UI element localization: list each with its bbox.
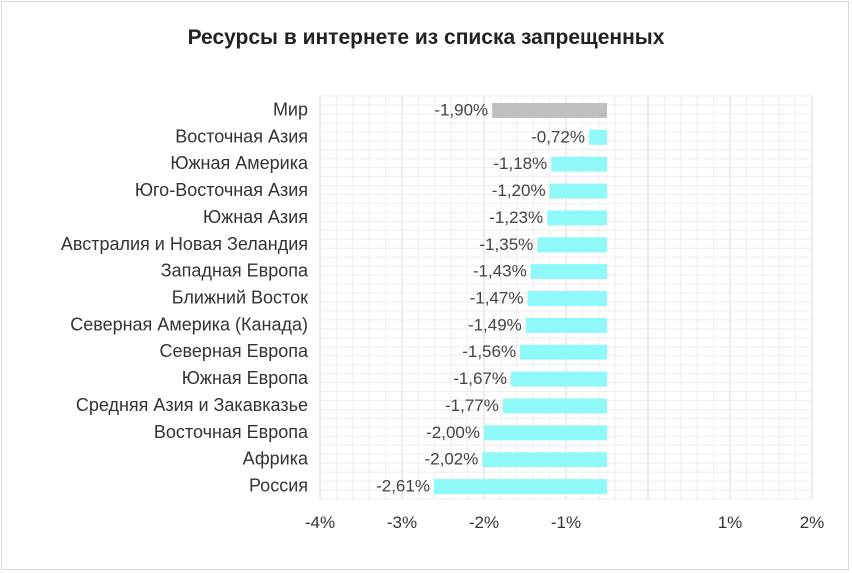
category-label: Юго-Восточная Азия: [135, 180, 308, 200]
category-label: Средняя Азия и Закавказье: [76, 395, 308, 415]
category-label: Россия: [249, 476, 308, 496]
category-label: Южная Америка: [170, 153, 309, 173]
x-tick-label: 1%: [718, 513, 743, 532]
x-tick-label: -3%: [387, 513, 417, 532]
category-label: Северная Америка (Канада): [70, 314, 308, 334]
category-label: Африка: [243, 449, 309, 469]
x-axis-ticks: -4% -3% -2% -1% 1% 2%: [305, 513, 824, 532]
bar: [525, 317, 607, 333]
bar: [547, 210, 607, 226]
bar: [588, 129, 607, 145]
category-label: Восточная Европа: [154, 422, 309, 442]
bar: [502, 398, 607, 414]
bar: [484, 425, 607, 441]
x-tick-label: 2%: [800, 513, 825, 532]
data-label: -2,02%: [424, 450, 478, 469]
data-label: -1,90%: [434, 100, 488, 119]
data-label: -1,67%: [453, 369, 507, 388]
bar: [551, 156, 607, 172]
bars-group: [433, 102, 607, 495]
data-label: -1,18%: [493, 154, 547, 173]
x-tick-label: -2%: [469, 513, 499, 532]
category-label: Ближний Восток: [172, 288, 308, 308]
x-tick-label: -4%: [305, 513, 335, 532]
category-label: Восточная Азия: [175, 126, 308, 146]
category-label: Южная Азия: [203, 207, 308, 227]
data-labels: -1,90% -0,72% -1,18% -1,20% -1,23% -1,35% -1,4…: [376, 100, 585, 495]
category-label: Мир: [273, 99, 308, 119]
bar: [520, 344, 607, 360]
data-label: -1,23%: [489, 208, 543, 227]
data-label: -1,47%: [470, 289, 524, 308]
category-label: Северная Европа: [160, 341, 309, 361]
category-labels: Мир Восточная Азия Южная Америка Юго-Восточ…: [61, 99, 309, 495]
category-label: Западная Европа: [161, 261, 309, 281]
data-label: -1,20%: [492, 181, 546, 200]
bar: [530, 264, 607, 280]
data-label: -1,56%: [462, 342, 516, 361]
data-label: -1,77%: [445, 396, 499, 415]
bar: [537, 237, 607, 253]
bar: [433, 479, 607, 495]
bar: [492, 102, 607, 118]
category-label: Австралия и Новая Зеландия: [61, 234, 308, 254]
bar: [482, 452, 607, 468]
bar: [549, 183, 607, 199]
bar: [527, 291, 607, 306]
chart-title: Ресурсы в интернете из списка запрещенны…: [187, 26, 665, 49]
data-label: -2,00%: [426, 423, 480, 442]
data-label: -0,72%: [531, 127, 585, 146]
x-tick-label: -1%: [551, 513, 581, 532]
data-label: -2,61%: [376, 477, 430, 496]
data-label: -1,35%: [479, 235, 533, 254]
data-label: -1,43%: [473, 262, 527, 281]
bar: [511, 371, 607, 387]
data-label: -1,49%: [468, 315, 522, 334]
category-label: Южная Европа: [182, 368, 309, 388]
